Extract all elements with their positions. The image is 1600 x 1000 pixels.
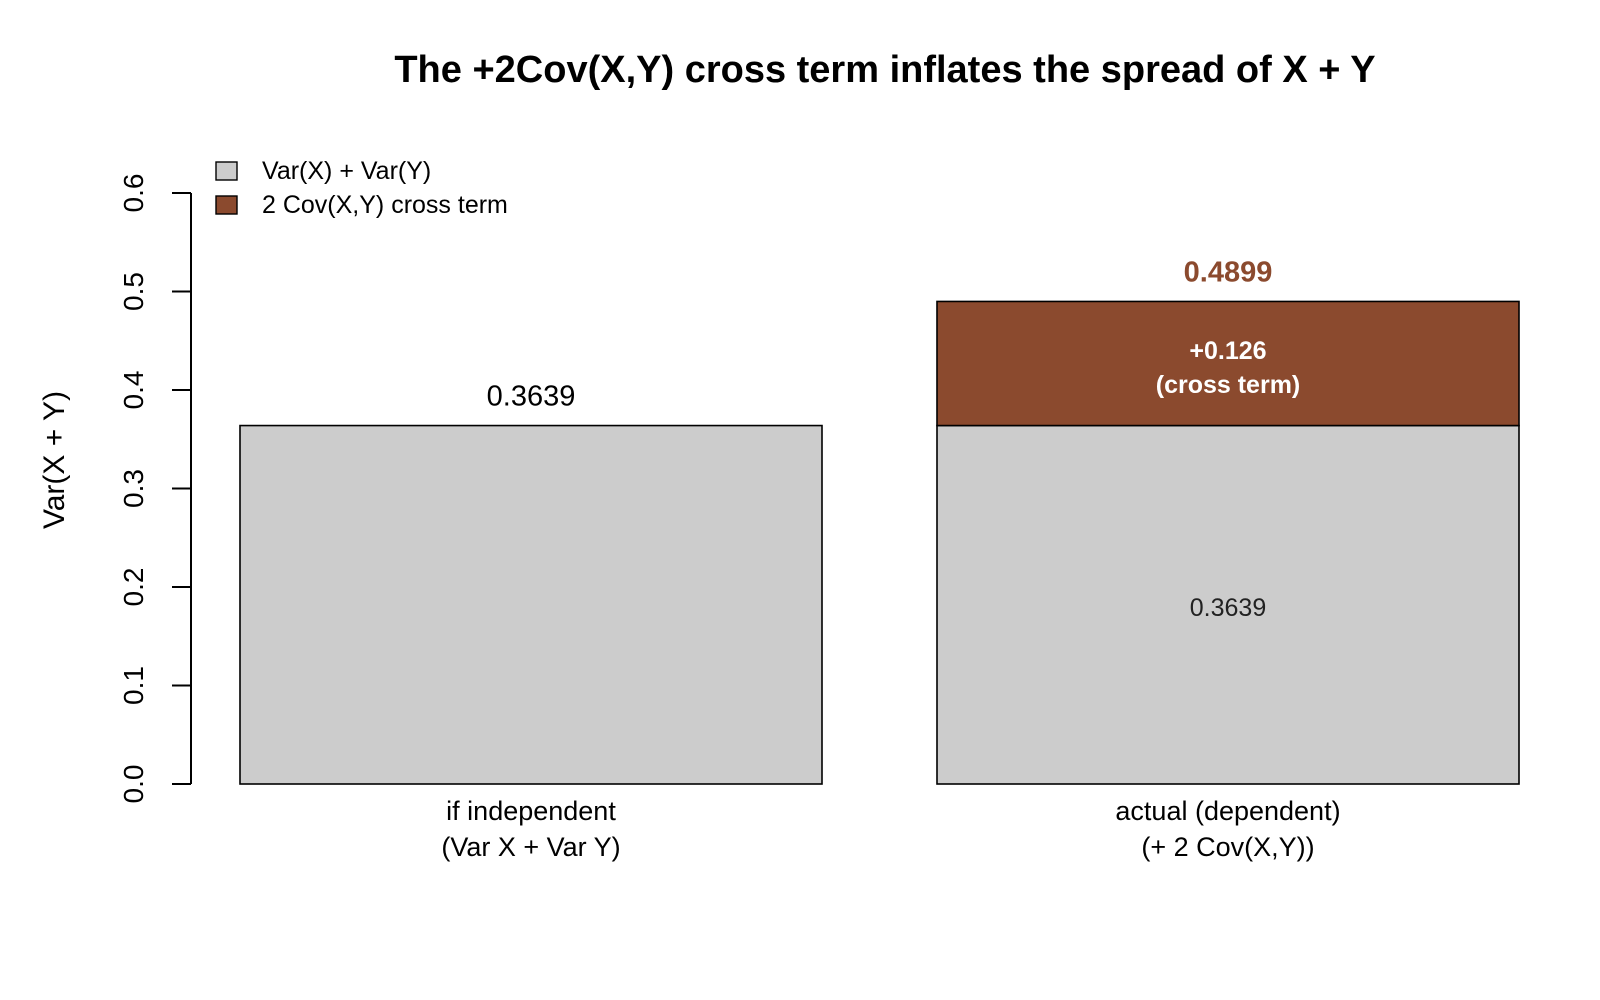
legend: Var(X) + Var(Y) 2 Cov(X,Y) cross term	[215, 157, 508, 219]
legend-label: 2 Cov(X,Y) cross term	[262, 191, 508, 219]
x-category-label: if independent	[446, 796, 616, 826]
cross-term-value-label: +0.126	[1189, 337, 1266, 365]
y-tick-label: 0.1	[118, 666, 149, 705]
x-categories: if independent (Var X + Var Y) actual (dep…	[441, 796, 1340, 862]
bar-total-label: 0.4899	[1184, 256, 1273, 288]
legend-label: Var(X) + Var(Y)	[262, 157, 431, 185]
y-axis: 0.0 0.1 0.2 0.3 0.4 0.5 0.6	[118, 174, 192, 804]
y-tick-label: 0.5	[118, 272, 149, 311]
legend-swatch	[215, 161, 238, 181]
y-axis-label: Var(X + Y)	[38, 391, 71, 529]
cross-term-caption-label: (cross term)	[1156, 371, 1301, 399]
bars	[239, 300, 1520, 785]
y-tick-label: 0.0	[118, 765, 149, 804]
bar-base-segment	[239, 424, 823, 785]
x-category-label: (Var X + Var Y)	[441, 832, 620, 862]
y-tick-label: 0.6	[118, 174, 149, 213]
y-tick-label: 0.4	[118, 371, 149, 410]
bar-base-segment	[936, 424, 1520, 785]
legend-swatch	[215, 195, 238, 215]
bar-cross-term-segment	[936, 300, 1520, 427]
y-tick-label: 0.2	[118, 568, 149, 607]
bar-labels: 0.3639 0.4899 0.3639 +0.126 (cross term)	[487, 256, 1301, 622]
x-category-label: actual (dependent)	[1115, 796, 1340, 826]
y-tick-label: 0.3	[118, 469, 149, 508]
bar-base-value-label: 0.3639	[1190, 594, 1266, 622]
x-category-label: (+ 2 Cov(X,Y))	[1141, 832, 1314, 862]
chart-title: The +2Cov(X,Y) cross term inflates the s…	[394, 49, 1375, 91]
bar-total-label: 0.3639	[487, 381, 576, 413]
